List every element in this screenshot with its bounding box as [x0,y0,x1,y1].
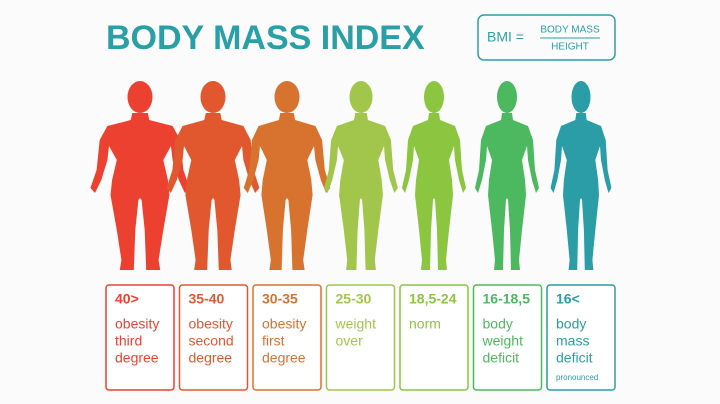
category-description: body [556,316,586,332]
formula-denominator: HEIGHT [551,42,589,53]
category-description: norm [409,316,441,332]
category-description: deficit [483,350,520,366]
category-description: degree [115,350,159,366]
category-description: obesity [189,316,233,332]
silhouette-head [349,81,373,113]
category-range: 40> [115,291,139,307]
silhouette-head [274,81,300,113]
silhouette-head [200,81,226,113]
formula-numerator: BODY MASS [540,25,600,36]
category-description: third [115,333,142,349]
category-range: 18,5-24 [409,291,457,307]
category-card [399,284,469,391]
category-description: deficit [556,350,593,366]
category-description: weight [335,316,377,332]
silhouette-head [127,81,153,113]
title: BODY MASS INDEX [106,19,425,57]
category-card [178,284,249,391]
category-description: degree [262,350,306,366]
category-card [252,284,322,391]
silhouette-head [424,81,444,113]
silhouette-head [497,81,517,113]
category-description: second [189,333,234,349]
category-description: body [483,316,513,332]
formula-lhs: BMI = [487,29,524,45]
category-range: 35-40 [189,291,225,307]
category-description: obesity [115,316,159,332]
silhouette [550,113,612,270]
category-note: pronounced [556,373,598,382]
category-description: obesity [262,316,306,332]
category-description: weight [482,333,524,349]
category-card [546,284,616,391]
silhouette [243,113,331,270]
formula-box [477,14,616,61]
category-description: degree [189,350,233,366]
silhouette-head [571,81,591,113]
category-description: first [262,333,285,349]
category-range: 25-30 [336,291,372,307]
category-card [472,284,543,391]
silhouette [402,113,466,270]
category-card [105,284,175,391]
category-card [325,284,396,391]
category-range: 16-18,5 [483,291,531,307]
category-description: mass [556,333,589,349]
silhouette [324,113,398,270]
silhouette [90,113,190,270]
category-range: 16< [556,291,580,307]
category-description: over [336,333,364,349]
silhouette [475,113,539,270]
category-range: 30-35 [262,291,298,307]
silhouette [166,113,260,270]
